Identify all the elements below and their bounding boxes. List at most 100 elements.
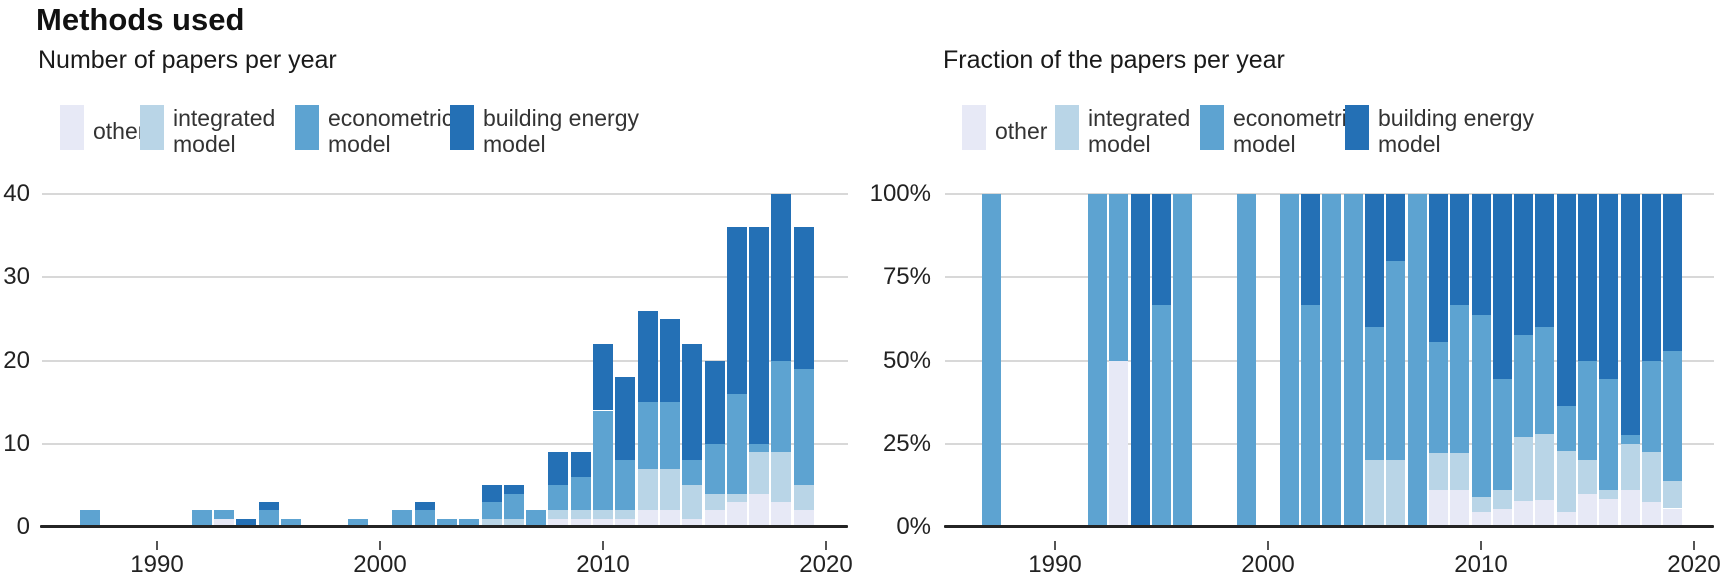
bar-2005-building (481, 485, 502, 502)
bar-1995-building (258, 502, 279, 511)
bar-2019-other (793, 510, 814, 527)
x-axis-line (40, 525, 848, 528)
bar-2017-integrated (1620, 443, 1640, 491)
legend-label-other: other (93, 118, 146, 144)
bar-2018-building (771, 194, 792, 361)
bar-2006-econometric (1386, 260, 1406, 461)
legend-swatch-other-icon (60, 105, 84, 150)
bar-2008-econometric (548, 485, 569, 511)
gridline-20 (42, 359, 848, 362)
bar-2015-other (704, 510, 725, 527)
bar-2010-integrated (1471, 496, 1491, 512)
bar-2016-integrated (1599, 490, 1619, 500)
legend-label-econometric: econometric model (328, 105, 454, 157)
bar-2014-other (1556, 511, 1576, 527)
bar-2012-integrated (637, 468, 658, 511)
y-axis-label-20: 20 (3, 346, 30, 374)
bar-2003-econometric (436, 518, 457, 527)
bar-2008-integrated (548, 510, 569, 519)
bar-2014-building (682, 343, 703, 461)
bar-2011-other (1492, 508, 1512, 527)
bar-1999-econometric (347, 518, 368, 527)
x-axis-line (944, 525, 1714, 528)
y-axis-label-0%: 0% (896, 513, 931, 540)
bar-2018-econometric (771, 360, 792, 453)
x-tick-1990 (1054, 541, 1056, 550)
bar-2006-building (1386, 194, 1406, 261)
bar-2013-other (659, 510, 680, 527)
gridline-40 (42, 193, 848, 195)
bar-2002-econometric (1301, 305, 1321, 527)
bar-2017-integrated (749, 452, 770, 494)
bar-2001-econometric (392, 510, 413, 527)
bar-1996-econometric (280, 518, 301, 527)
bar-2011-integrated (1492, 490, 1512, 509)
bar-2014-integrated (1556, 451, 1576, 512)
x-axis-label-2000: 2000 (1241, 551, 1295, 578)
bar-2005-econometric (481, 502, 502, 519)
x-tick-2010 (1480, 541, 1482, 550)
bar-2008-integrated (1428, 453, 1448, 490)
bar-2010-building (593, 343, 613, 411)
bar-2012-other (1514, 501, 1534, 527)
y-axis-label-25%: 25% (882, 429, 931, 457)
bar-1999-econometric (1237, 194, 1257, 527)
bar-1993-econometric (213, 510, 234, 519)
bar-2009-integrated (1450, 453, 1470, 490)
bar-2009-building (1450, 194, 1470, 305)
legend-label-econometric: econometric model (1233, 105, 1359, 157)
bar-2014-econometric (1556, 405, 1576, 452)
bar-2002-building (1301, 194, 1321, 305)
y-axis-label-75%: 75% (882, 263, 931, 291)
bar-2011-building (615, 377, 636, 461)
bar-2012-building (1514, 194, 1534, 335)
bar-2016-other (726, 502, 747, 527)
bar-2008-building (1428, 194, 1448, 342)
bar-2009-other (570, 518, 591, 527)
bar-2017-econometric (1620, 434, 1640, 444)
bar-2013-building (1535, 194, 1555, 328)
y-axis-label-100%: 100% (869, 180, 931, 207)
legend-label-integrated: integrated model (1088, 105, 1191, 157)
bar-2013-integrated (1535, 433, 1555, 501)
x-tick-2010 (602, 541, 604, 550)
bar-2008-building (548, 452, 569, 486)
bar-2018-other (771, 502, 792, 527)
bar-2011-econometric (615, 460, 636, 511)
x-tick-2000 (379, 541, 381, 550)
bar-2015-econometric (704, 443, 725, 494)
bar-2019-other (1663, 508, 1683, 527)
bar-2019-building (1663, 194, 1683, 352)
bar-2007-econometric (526, 510, 547, 527)
legend-label-other: other (995, 118, 1048, 144)
legend-swatch-building-icon (450, 105, 474, 150)
bar-2018-econometric (1641, 360, 1661, 453)
bar-2014-econometric (682, 460, 703, 486)
bar-2005-econometric (1365, 327, 1384, 461)
legend-swatch-building-icon (1345, 105, 1369, 150)
legend-label-building: building energy model (1378, 105, 1535, 157)
x-axis-label-2020: 2020 (799, 551, 853, 578)
bar-1994-building (1130, 194, 1150, 527)
bar-1987-econometric (981, 194, 1001, 527)
bar-2017-other (749, 493, 770, 527)
bar-1995-building (1152, 194, 1171, 305)
bar-2003-econometric (1322, 194, 1342, 527)
bar-2014-building (1556, 194, 1576, 406)
bar-2008-other (548, 518, 569, 527)
bar-2002-econometric (414, 510, 435, 527)
bar-2019-econometric (1663, 351, 1683, 481)
bar-2010-econometric (1471, 315, 1491, 497)
x-axis-label-2000: 2000 (353, 551, 407, 578)
bar-2010-other (1471, 511, 1491, 527)
bar-2012-econometric (637, 402, 658, 469)
legend-swatch-integrated-icon (1055, 105, 1079, 150)
bar-2015-econometric (1578, 360, 1597, 461)
y-axis-label-40: 40 (3, 180, 30, 207)
x-axis-label-1990: 1990 (1028, 551, 1082, 578)
bar-2001-econometric (1279, 194, 1299, 527)
bar-2004-econometric (459, 518, 480, 527)
bar-2017-building (749, 227, 770, 444)
bar-1994-building (236, 518, 257, 527)
right-chart-title: Fraction of the papers per year (943, 46, 1285, 74)
